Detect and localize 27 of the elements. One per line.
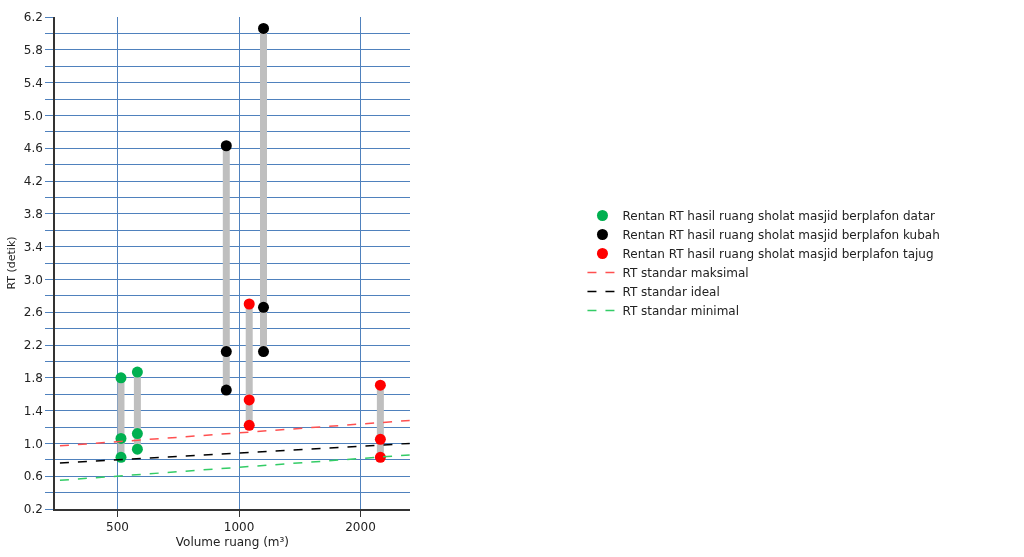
y-tick-label: 5.0 xyxy=(23,108,43,123)
y-tick-label: 1.4 xyxy=(23,403,43,418)
y-tick-label: 3.8 xyxy=(23,207,43,221)
y-tick-label: 1.0 xyxy=(23,436,43,451)
y-tick-label: 4.2 xyxy=(23,174,43,189)
y-tick-label: 1.8 xyxy=(23,371,43,385)
y-tick-label: 3.0 xyxy=(23,272,43,287)
legend-label: Rentan RT hasil ruang sholat masjid berplafon datar xyxy=(622,209,935,224)
y-tick-label: 2.6 xyxy=(23,305,43,320)
legend-label: RT standar minimal xyxy=(622,304,740,319)
x-tick-label: 500 xyxy=(106,520,129,535)
y-tick-label: 0.2 xyxy=(23,502,43,517)
x-axis-title: Volume ruang (m³) xyxy=(175,534,290,549)
y-tick-label: 4.6 xyxy=(23,141,43,156)
y-axis-title: RT (detik) xyxy=(4,236,18,290)
legend-label: RT standar maksimal xyxy=(622,266,749,281)
legend-label: RT standar ideal xyxy=(622,285,720,300)
legend-label: Rentan RT hasil ruang sholat masjid berplafon tajug xyxy=(622,247,934,262)
y-tick-label: 5.8 xyxy=(23,43,43,57)
y-tick-label: 3.4 xyxy=(23,239,43,254)
y-tick-label: 0.6 xyxy=(23,469,43,484)
y-tick-label: 6.2 xyxy=(23,10,43,25)
y-tick-label: 5.4 xyxy=(23,75,43,90)
y-tick-label: 2.2 xyxy=(23,338,43,353)
x-tick-label: 2000 xyxy=(345,520,376,535)
x-tick-label: 1000 xyxy=(223,520,255,535)
legend-label: Rentan RT hasil ruang sholat masjid berplafon kubah xyxy=(622,228,940,243)
